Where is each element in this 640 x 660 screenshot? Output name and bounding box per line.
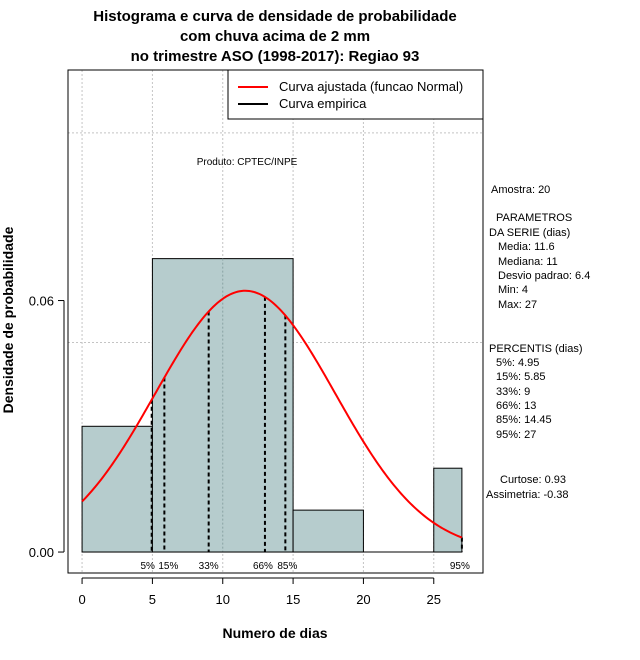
percentile-lines bbox=[150, 296, 463, 553]
percentile-label-0: 5% bbox=[140, 561, 155, 572]
legend-fit-label: Curva ajustada (funcao Normal) bbox=[279, 79, 463, 94]
chart-title-line-1: Histograma e curva de densidade de proba… bbox=[93, 8, 456, 25]
stat-media: Media: 11.6 bbox=[498, 241, 555, 253]
legend-empirical-label: Curva empirica bbox=[279, 96, 367, 111]
percentile-label-4: 85% bbox=[277, 561, 297, 572]
stat-p5: 5%: 4.95 bbox=[496, 357, 539, 369]
stat-p85: 85%: 14.45 bbox=[496, 414, 552, 426]
product-note: Produto: CPTEC/INPE bbox=[197, 157, 298, 168]
stat-percentis-title: PERCENTIS (dias) bbox=[489, 343, 583, 355]
y-axis-label: Densidade de probabilidade bbox=[0, 226, 16, 413]
stat-min: Min: 4 bbox=[498, 284, 528, 296]
percentile-labels: 5% 15% 33% 66% 85% 95% bbox=[140, 561, 470, 572]
stat-params-title-1: PARAMETROS bbox=[496, 212, 572, 224]
percentile-label-1: 15% bbox=[158, 561, 178, 572]
axes: 0 5 10 15 20 25 0.00 0.06 bbox=[29, 294, 462, 607]
histogram-bar-4 bbox=[433, 467, 463, 553]
stat-p66: 66%: 13 bbox=[496, 400, 536, 412]
percentile-label-2: 33% bbox=[199, 561, 219, 572]
histogram-bars bbox=[81, 258, 463, 553]
y-tick-label-1: 0.06 bbox=[29, 294, 54, 309]
chart-title-line-3: no trimestre ASO (1998-2017): Regiao 93 bbox=[131, 48, 420, 65]
percentile-label-3: 66% bbox=[253, 561, 273, 572]
stat-max: Max: 27 bbox=[498, 299, 537, 311]
y-tick-label-0: 0.00 bbox=[29, 545, 54, 560]
histogram-bar-2 bbox=[292, 509, 364, 553]
x-tick-label-10: 10 bbox=[216, 592, 230, 607]
percentile-label-5: 95% bbox=[450, 561, 470, 572]
stat-curtose: Curtose: 0.93 bbox=[500, 474, 566, 486]
x-axis-label: Numero de dias bbox=[222, 625, 327, 641]
side-stats-panel: Amostra: 20 PARAMETROS DA SERIE (dias) M… bbox=[486, 184, 590, 501]
fitted-normal-curve bbox=[81, 289, 463, 539]
stat-p15: 15%: 5.85 bbox=[496, 371, 546, 383]
x-tick-label-5: 5 bbox=[149, 592, 156, 607]
grid-lines bbox=[68, 70, 483, 573]
x-tick-label-20: 20 bbox=[356, 592, 370, 607]
stat-p95: 95%: 27 bbox=[496, 429, 536, 441]
x-tick-label-0: 0 bbox=[78, 592, 85, 607]
legend: Curva ajustada (funcao Normal) Curva emp… bbox=[227, 69, 484, 120]
x-tick-label-25: 25 bbox=[427, 592, 441, 607]
x-tick-label-15: 15 bbox=[286, 592, 300, 607]
stat-params-title-2: DA SERIE (dias) bbox=[489, 227, 570, 239]
stat-mediana: Mediana: 11 bbox=[498, 256, 558, 268]
chart-title-line-2: com chuva acima de 2 mm bbox=[180, 28, 370, 45]
legend-box bbox=[227, 69, 484, 120]
stat-p33: 33%: 9 bbox=[496, 386, 530, 398]
stat-desvio: Desvio padrao: 6.4 bbox=[498, 270, 590, 282]
stat-assimetria: Assimetria: -0.38 bbox=[486, 489, 569, 501]
stat-sample: Amostra: 20 bbox=[491, 184, 550, 196]
